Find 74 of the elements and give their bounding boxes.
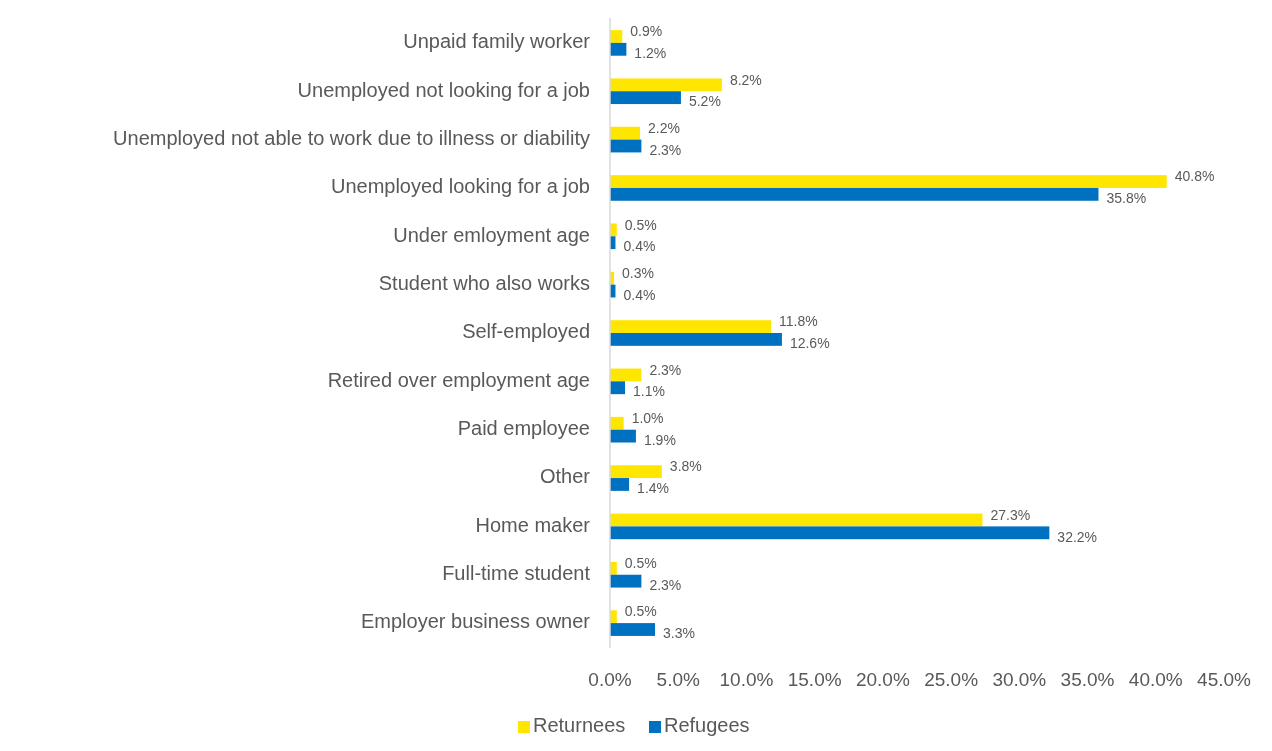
bar <box>610 429 636 443</box>
x-tick-label: 20.0% <box>855 669 910 690</box>
x-tick-label: 35.0% <box>1060 669 1115 690</box>
data-label: 1.0% <box>631 410 664 426</box>
bar <box>610 561 617 575</box>
data-label: 0.5% <box>624 603 657 620</box>
bar <box>610 416 624 430</box>
legend-label: Refugees <box>664 714 750 737</box>
bar <box>610 333 782 346</box>
x-tick-label: 45.0% <box>1197 669 1252 690</box>
y-tick-label: Unemployed not looking for a job <box>297 78 590 101</box>
x-tick-label: 10.0% <box>719 669 774 690</box>
bar <box>610 175 1167 188</box>
data-label: 27.3% <box>990 506 1031 523</box>
legend-label: Returnees <box>533 714 626 737</box>
y-tick-label: Unpaid family worker <box>403 30 591 53</box>
x-tick-label: 25.0% <box>924 669 979 690</box>
y-tick-label: Under emloyment age <box>393 223 590 246</box>
bar <box>610 78 722 92</box>
data-label: 12.6% <box>789 335 830 352</box>
data-label: 0.5% <box>624 555 657 572</box>
data-label: 2.3% <box>649 576 682 593</box>
data-label: 0.9% <box>630 23 663 40</box>
y-tick-label: Unemployed looking for a job <box>330 175 590 198</box>
bar <box>610 623 656 636</box>
bar <box>610 526 1050 540</box>
data-label: 3.3% <box>663 625 695 642</box>
data-label: 3.8% <box>669 458 702 475</box>
bar <box>610 465 662 479</box>
data-label: 0.4% <box>623 286 656 303</box>
bar <box>610 381 626 395</box>
bar <box>610 187 1099 201</box>
bar <box>610 610 617 624</box>
data-label: 8.2% <box>729 71 762 88</box>
bar <box>610 30 623 43</box>
data-label: 2.2% <box>648 119 680 136</box>
y-tick-label: Home maker <box>475 513 591 536</box>
bar <box>610 139 642 153</box>
data-label: 0.4% <box>623 238 656 255</box>
data-label: 0.3% <box>622 264 655 281</box>
y-tick-label: Employer business owner <box>361 610 591 633</box>
x-tick-label: 0.0% <box>588 669 632 690</box>
bar <box>610 478 630 491</box>
y-tick-label: Retired over employment age <box>327 368 590 391</box>
bar <box>610 126 641 140</box>
x-tick-label: 40.0% <box>1128 669 1183 690</box>
data-label: 5.2% <box>688 93 721 110</box>
data-label: 35.8% <box>1106 190 1147 207</box>
bar <box>610 513 983 527</box>
x-tick-label: 30.0% <box>992 669 1047 690</box>
data-label: 32.2% <box>1057 528 1098 545</box>
data-label: 2.3% <box>649 361 682 378</box>
bar <box>610 368 642 382</box>
bar <box>610 91 681 105</box>
y-tick-label: Other <box>539 465 591 488</box>
y-tick-label: Self-employed <box>462 320 590 343</box>
data-label: 1.1% <box>633 383 665 400</box>
bar <box>610 320 771 333</box>
bar <box>610 223 617 237</box>
x-tick-label: 15.0% <box>787 669 842 690</box>
x-tick-label: 5.0% <box>656 669 700 690</box>
data-label: 1.4% <box>637 480 670 497</box>
bar <box>610 42 627 56</box>
data-label: 0.5% <box>624 216 657 233</box>
y-tick-label: Student who also works <box>378 271 590 294</box>
y-tick-label: Full-time student <box>442 562 591 585</box>
data-label: 40.8% <box>1174 168 1215 185</box>
data-label: 2.3% <box>649 141 682 158</box>
y-tick-label: Paid employee <box>457 416 590 439</box>
data-label: 1.2% <box>634 45 667 62</box>
data-label: 1.9% <box>643 431 676 448</box>
data-label: 11.8% <box>779 313 818 330</box>
bar <box>610 574 642 588</box>
y-tick-label: Unemployed not able to work due to illness or diability <box>113 126 590 149</box>
